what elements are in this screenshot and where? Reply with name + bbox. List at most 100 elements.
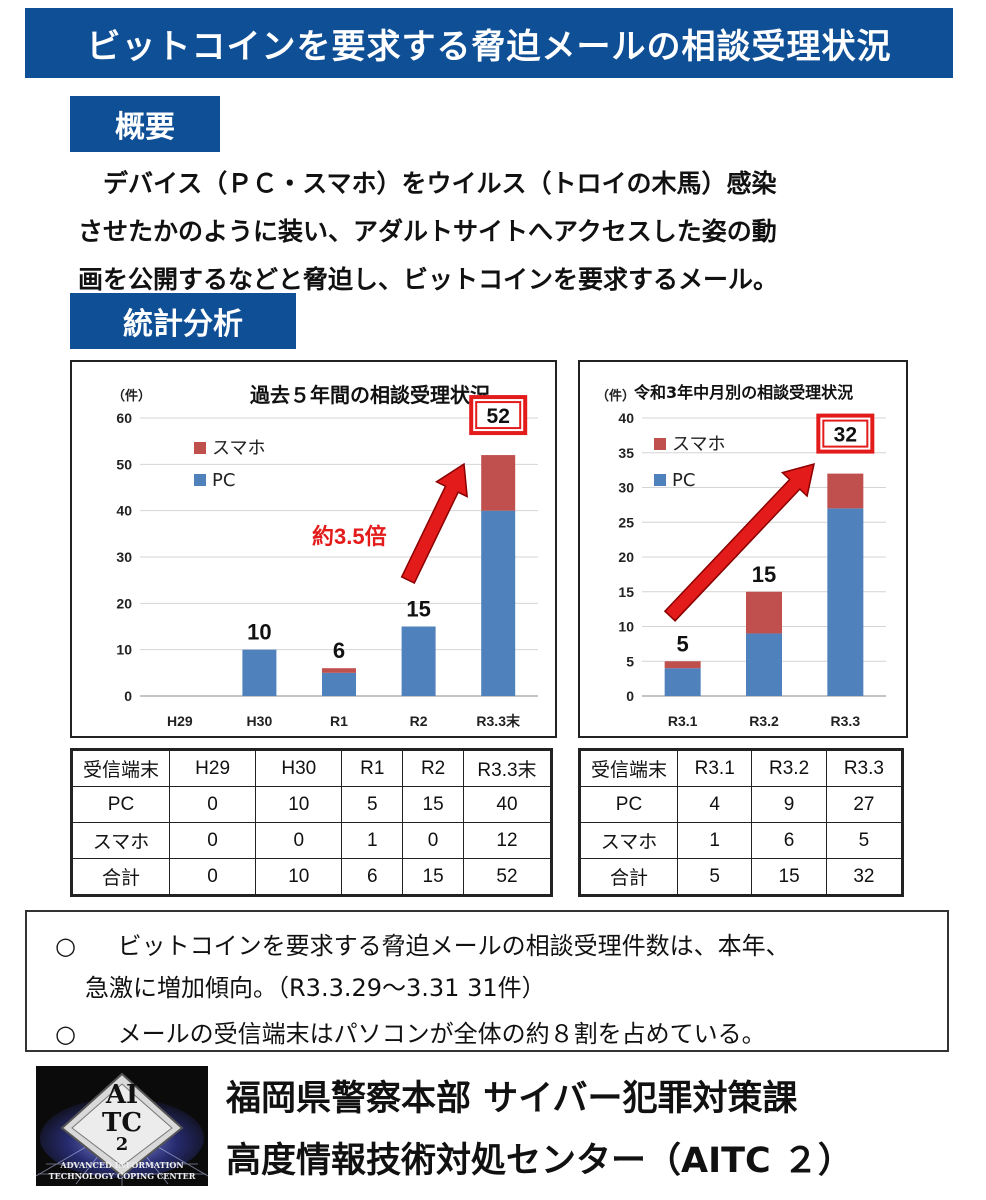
table-cell: 0 <box>168 822 257 859</box>
table-cell: 9 <box>751 786 827 823</box>
y-tick-label: 35 <box>618 445 634 461</box>
bar-smartphone <box>746 591 782 634</box>
page-title: ビットコインを要求する脅迫メールの相談受理状況 <box>86 26 892 67</box>
table-cell: 10 <box>255 786 343 823</box>
aitc-logo-graphic <box>35 1066 209 1186</box>
table-header-cell: R2 <box>402 749 464 787</box>
table-cell: 6 <box>751 822 827 859</box>
highlight-box-inner <box>475 401 522 430</box>
aitc-logo: AI TC 2 Advanced Information Technology … <box>35 1066 209 1186</box>
logo-text-line1: Advanced Information <box>60 1160 184 1170</box>
note-item: ○ メールの受信端末はパソコンが全体の約８割を占めている。 <box>55 1014 766 1049</box>
y-tick-label: 15 <box>618 584 634 600</box>
logo-text-num: 2 <box>115 1134 129 1155</box>
x-tick-label: R3.3 <box>831 713 861 729</box>
table-cell: 0 <box>402 822 464 859</box>
growth-arrow-icon <box>663 462 815 622</box>
page-title-banner: ビットコインを要求する脅迫メールの相談受理状況 <box>25 8 953 78</box>
x-tick-label: R3.3末 <box>476 713 521 729</box>
table-header-cell: 受信端末 <box>579 749 678 787</box>
growth-annotation: 約3.5倍 <box>312 524 387 549</box>
y-tick-label: 40 <box>116 503 132 519</box>
overview-line: デバイス（ＰＣ・スマホ）をウイルス（トロイの木馬）感染 <box>78 169 777 198</box>
table-row: PC 0 10 5 15 40 <box>71 786 552 823</box>
y-tick-label: 20 <box>618 549 634 565</box>
y-tick-label: 30 <box>618 480 634 496</box>
x-tick-label: R3.1 <box>668 713 698 729</box>
y-tick-label: 50 <box>116 456 132 472</box>
chart-title: 令和3年中月別の相談受理状況 <box>633 383 853 402</box>
table-cell: 32 <box>825 858 904 896</box>
table-row: スマホ 1 6 5 <box>579 822 904 859</box>
table-cell: 1 <box>341 822 404 859</box>
data-label: 5 <box>677 631 689 656</box>
table-cell: 10 <box>255 858 343 896</box>
bar-smartphone <box>481 455 516 511</box>
y-tick-label: 25 <box>618 514 634 530</box>
data-label: 15 <box>406 597 430 622</box>
notes-box: ○ ビットコインを要求する脅迫メールの相談受理件数は、本年、 急激に増加傾向。（… <box>25 910 949 1052</box>
data-label: 6 <box>333 638 345 663</box>
table-row: スマホ 0 0 1 0 12 <box>71 822 552 859</box>
y-tick-label: 10 <box>116 642 132 658</box>
table-cell: 6 <box>341 858 404 896</box>
table-cell: スマホ <box>71 822 170 859</box>
table-header-cell: R3.2 <box>751 749 827 787</box>
y-tick-label: 40 <box>618 410 634 426</box>
table-cell: 12 <box>463 822 552 859</box>
stats-heading: 統計分析 <box>70 293 296 349</box>
growth-arrow-icon <box>400 462 469 585</box>
highlight-box-inner <box>822 419 869 448</box>
stats-heading-label: 統計分析 <box>123 307 243 342</box>
table-header-row: 受信端末 H29 H30 R1 R2 R3.3末 <box>71 749 552 787</box>
data-label: 10 <box>247 620 271 645</box>
bar-pc <box>827 508 864 696</box>
legend-swatch-pc <box>654 474 666 486</box>
x-tick-label: H29 <box>167 713 193 729</box>
table-header-cell: H29 <box>168 749 257 787</box>
overview-text: デバイス（ＰＣ・スマホ）をウイルス（トロイの木馬）感染 させたかのように装い、ア… <box>78 160 898 304</box>
table-cell: 40 <box>463 786 552 823</box>
note-text: メールの受信端末はパソコンが全体の約８割を占めている。 <box>117 1020 766 1048</box>
x-tick-label: R2 <box>410 713 428 729</box>
logo-text-ai: AI <box>105 1080 139 1110</box>
table-five-year: 受信端末 H29 H30 R1 R2 R3.3末 PC 0 10 5 15 40… <box>70 748 553 897</box>
legend-label-smartphone: スマホ <box>212 438 265 459</box>
x-tick-label: R3.2 <box>749 713 779 729</box>
legend-swatch-smartphone <box>654 438 666 450</box>
chart-title: 過去５年間の相談受理状況 <box>250 383 490 407</box>
note-continuation: 急激に増加傾向。（R3.3.29～3.31 31件） <box>85 968 546 1003</box>
legend-label-pc: PC <box>212 470 235 491</box>
bar-pc <box>481 510 516 696</box>
table-header-cell: H30 <box>255 749 343 787</box>
table-cell: 27 <box>825 786 904 823</box>
table-cell: 1 <box>676 822 753 859</box>
x-tick-label: H30 <box>247 713 273 729</box>
legend-swatch-smartphone <box>194 442 206 454</box>
table-cell: スマホ <box>579 822 678 859</box>
y-tick-label: 5 <box>626 653 634 669</box>
table-row: 合計 0 10 6 15 52 <box>71 858 552 896</box>
legend-label-pc: PC <box>672 470 695 491</box>
bar-smartphone <box>664 661 701 669</box>
overview-line: させたかのように装い、アダルトサイトへアクセスした姿の動 <box>78 217 777 246</box>
table-cell: 15 <box>402 786 464 823</box>
table-header-row: 受信端末 R3.1 R3.2 R3.3 <box>579 749 904 787</box>
legend-swatch-pc <box>194 474 206 486</box>
x-tick-label: R1 <box>330 713 348 729</box>
data-label-highlight: 32 <box>834 424 857 447</box>
table-cell: PC <box>579 786 678 823</box>
bar-smartphone <box>827 473 864 509</box>
table-cell: 0 <box>168 858 257 896</box>
table-cell: 52 <box>463 858 552 896</box>
table-cell: 5 <box>341 786 404 823</box>
table-cell: 4 <box>676 786 753 823</box>
logo-text-line2: Technology Coping Center <box>48 1171 196 1181</box>
y-tick-label: 0 <box>124 688 132 704</box>
org-name-line1: 福岡県警察本部 サイバー犯罪対策課 <box>226 1079 798 1119</box>
table-cell: 0 <box>255 822 343 859</box>
bar-smartphone <box>322 668 356 673</box>
table-row: PC 4 9 27 <box>579 786 904 823</box>
